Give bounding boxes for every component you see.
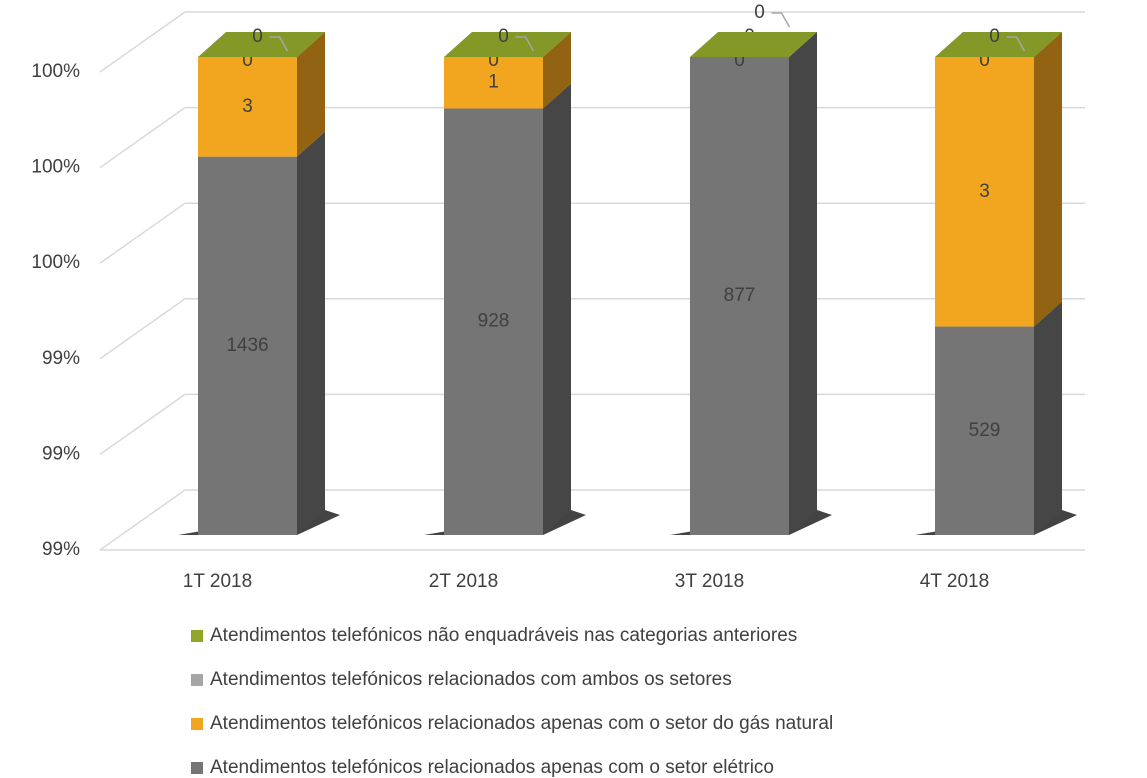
data-label: 0 — [754, 2, 765, 23]
legend-swatch — [191, 674, 203, 686]
data-label: 3 — [979, 181, 990, 202]
legend-swatch — [191, 630, 203, 642]
bar — [198, 131, 325, 536]
bar — [690, 32, 817, 57]
bar-front — [444, 57, 543, 109]
bar-side-shade — [789, 32, 817, 535]
bar — [935, 32, 1062, 327]
bar-front — [444, 108, 543, 535]
bar-top — [935, 32, 1062, 57]
grid-line — [99, 106, 186, 169]
y-tick-label: 100% — [31, 61, 80, 82]
bar-side — [1034, 32, 1062, 327]
y-tick-label: 99% — [42, 348, 80, 369]
data-label: 1436 — [226, 335, 268, 356]
bar-top-shade — [198, 32, 325, 57]
leader-line — [1006, 36, 1026, 52]
y-tick-label: 100% — [31, 157, 80, 178]
grid-line — [99, 393, 186, 456]
x-tick-label: 4T 2018 — [920, 571, 989, 592]
leader-line — [269, 36, 289, 52]
bar-top — [690, 32, 817, 57]
y-tick-label: 100% — [31, 252, 80, 273]
bar-side — [297, 32, 325, 157]
bar-front — [198, 57, 297, 157]
data-label: 0 — [242, 50, 253, 71]
legend-swatch — [191, 718, 203, 730]
bar-front — [198, 156, 297, 536]
bar-side-shade — [543, 83, 571, 535]
bar — [198, 32, 325, 57]
grid-line — [99, 11, 186, 73]
bar — [444, 32, 571, 57]
bar — [444, 32, 571, 109]
bar-top-shade — [935, 32, 1062, 57]
legend-swatch — [191, 762, 203, 774]
bar-top — [444, 32, 571, 57]
bar-side — [1034, 301, 1062, 535]
grid-line — [99, 202, 186, 264]
leader-line — [515, 36, 535, 52]
data-label: 3 — [242, 96, 253, 117]
legend-label: Atendimentos telefónicos não enquadrávei… — [210, 625, 797, 646]
data-label: 0 — [979, 50, 990, 71]
data-label: 928 — [478, 311, 510, 332]
grid-line — [99, 489, 186, 551]
data-label: 877 — [724, 285, 756, 306]
data-label: 529 — [969, 420, 1001, 441]
data-label: 0 — [498, 26, 509, 47]
data-label: 0 — [989, 26, 1000, 47]
bar-side-shade — [1034, 32, 1062, 327]
bar-side — [297, 131, 325, 536]
bar — [444, 83, 571, 535]
data-label: 0 — [734, 50, 745, 71]
bar-side — [789, 32, 817, 535]
data-label: 0 — [252, 26, 263, 47]
bar — [690, 32, 817, 535]
data-label: 0 — [488, 50, 499, 71]
bar-front — [935, 326, 1034, 535]
bar — [935, 32, 1062, 57]
x-tick-label: 2T 2018 — [429, 571, 498, 592]
bar-front — [935, 57, 1034, 327]
grid-line — [99, 298, 186, 360]
legend-label: Atendimentos telefónicos relacionados ap… — [210, 713, 833, 734]
bar-side-shade — [297, 32, 325, 157]
bar-side — [543, 83, 571, 535]
bar-front — [690, 57, 789, 535]
legend-label: Atendimentos telefónicos relacionados co… — [210, 669, 732, 690]
data-label: 1 — [488, 72, 499, 93]
bar-side-shade — [1034, 301, 1062, 535]
bar — [935, 301, 1062, 535]
y-tick-label: 99% — [42, 539, 80, 560]
bar-top-shade — [444, 32, 571, 57]
bar-top-shade — [690, 32, 817, 57]
bar — [198, 32, 325, 157]
bar-side-shade — [543, 32, 571, 109]
leader-line — [771, 12, 791, 28]
y-tick-label: 99% — [42, 443, 80, 464]
x-tick-label: 3T 2018 — [675, 571, 744, 592]
bar-top — [198, 32, 325, 57]
bar-side-shade — [297, 131, 325, 536]
bar-side — [543, 32, 571, 109]
legend-label: Atendimentos telefónicos relacionados ap… — [210, 757, 774, 778]
x-tick-label: 1T 2018 — [183, 571, 252, 592]
